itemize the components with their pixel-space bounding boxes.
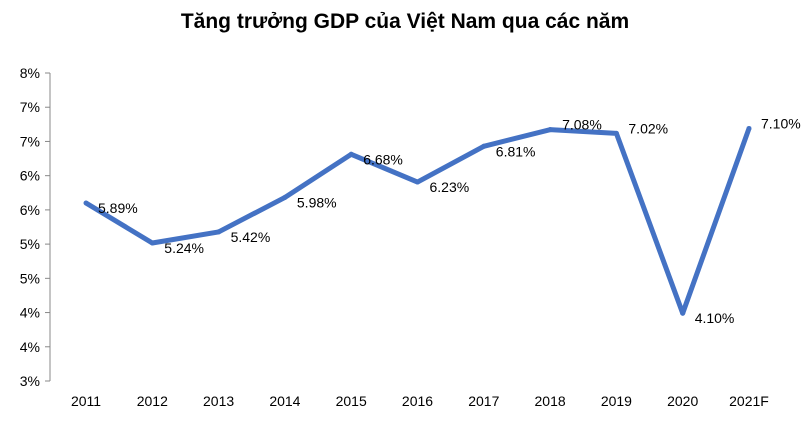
data-label: 4.10% (695, 310, 735, 326)
y-tick-label: 8% (20, 65, 40, 81)
y-tick-label: 6% (20, 202, 40, 218)
y-tick-label: 5% (20, 270, 40, 286)
chart-title: Tăng trưởng GDP của Việt Nam qua các năm (180, 10, 630, 33)
y-tick-label: 3% (20, 373, 40, 389)
data-point (348, 151, 354, 157)
data-point (481, 143, 487, 149)
data-point (83, 200, 89, 206)
data-label: 6.23% (430, 179, 470, 195)
data-point (746, 125, 752, 131)
x-tick-label: 2017 (468, 393, 499, 409)
x-tick-label: 2020 (667, 393, 698, 409)
x-tick-label: 2014 (269, 393, 300, 409)
y-tick-label: 4% (20, 339, 40, 355)
data-label: 6.81% (496, 143, 536, 159)
x-tick-label: 2016 (402, 393, 433, 409)
y-tick-label: 7% (20, 133, 40, 149)
data-point (282, 194, 288, 200)
data-label: 7.02% (628, 120, 668, 136)
x-tick-label: 2021F (729, 393, 769, 409)
x-tick-label: 2019 (601, 393, 632, 409)
data-point (613, 130, 619, 136)
x-tick-label: 2015 (336, 393, 367, 409)
data-point (216, 229, 222, 235)
y-tick-label: 5% (20, 236, 40, 252)
data-point (680, 310, 686, 316)
data-label: 5.89% (98, 200, 138, 216)
data-label: 5.24% (164, 240, 204, 256)
data-label: 6.68% (363, 151, 403, 167)
x-tick-label: 2013 (203, 393, 234, 409)
y-tick-label: 6% (20, 168, 40, 184)
data-point (415, 179, 420, 185)
data-point (547, 127, 553, 133)
gdp-growth-line (84, 127, 752, 316)
data-label: 7.08% (562, 117, 602, 133)
x-tick-label: 2011 (71, 393, 101, 409)
x-tick-label: 2018 (535, 393, 566, 409)
x-tick-label: 2012 (137, 393, 168, 409)
data-point (149, 240, 155, 246)
y-tick-label: 7% (20, 99, 40, 115)
y-tick-label: 4% (20, 305, 40, 321)
data-label: 7.10% (761, 115, 801, 131)
data-label: 5.42% (231, 229, 271, 245)
data-label: 5.98% (297, 194, 337, 210)
